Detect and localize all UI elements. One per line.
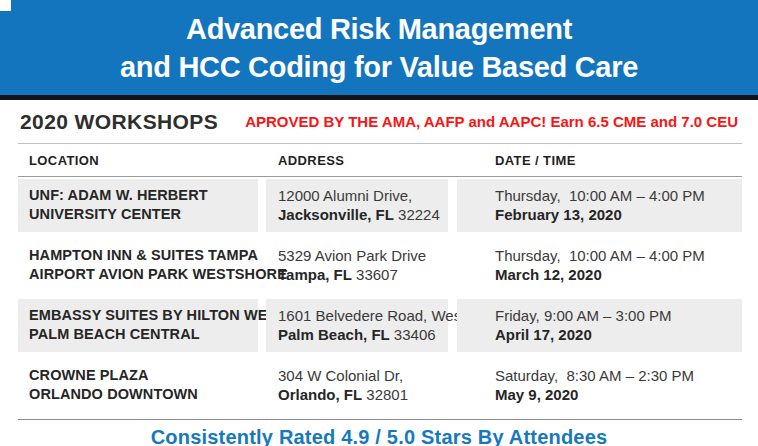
banner-title-line1: Advanced Risk Management [0, 10, 758, 48]
location-cell: EMBASSY SUITES BY HILTON WEST PALM BEACH… [18, 299, 258, 352]
datetime-line2: February 13, 2020 [495, 205, 742, 224]
datetime-cell: Thursday, 10:00 AM – 4:00 PM March 12, 2… [457, 239, 742, 292]
table-header-row: LOCATION ADDRESS DATE / TIME [18, 143, 742, 177]
address-zip: 33607 [352, 266, 398, 283]
column-header-address: ADDRESS [266, 153, 448, 168]
approval-note: APROVED BY THE AMA, AAFP and AAPC! Earn … [245, 113, 738, 130]
address-line1: 304 W Colonial Dr, [278, 366, 448, 385]
banner-title-line2: and HCC Coding for Value Based Care [0, 48, 758, 86]
address-line1: 12000 Alumni Drive, [278, 186, 448, 205]
address-cell: 5329 Avion Park Drive Tampa, FL 33607 [266, 239, 448, 292]
address-cell: 12000 Alumni Drive, Jacksonville, FL 322… [266, 179, 448, 232]
workshops-year-label: 2020 WORKSHOPS [20, 110, 218, 134]
column-header-datetime: DATE / TIME [457, 153, 742, 168]
address-zip: 33406 [390, 326, 436, 343]
table-row: UNF: ADAM W. HERBERT UNIVERSITY CENTER 1… [18, 179, 742, 232]
address-line2: Tampa, FL 33607 [278, 265, 448, 284]
location-line1: HAMPTON INN & SUITES TAMPA [29, 246, 258, 265]
location-cell: HAMPTON INN & SUITES TAMPA AIRPORT AVION… [18, 239, 258, 292]
table-row: EMBASSY SUITES BY HILTON WEST PALM BEACH… [18, 299, 742, 352]
table-row: CROWNE PLAZA ORLANDO DOWNTOWN 304 W Colo… [18, 359, 742, 412]
location-line2: ORLANDO DOWNTOWN [29, 385, 258, 404]
table-row: HAMPTON INN & SUITES TAMPA AIRPORT AVION… [18, 239, 742, 292]
banner: Advanced Risk Management and HCC Coding … [0, 0, 758, 95]
datetime-line2: May 9, 2020 [495, 385, 742, 404]
location-line2: AIRPORT AVION PARK WESTSHORE [29, 265, 258, 284]
workshops-table: LOCATION ADDRESS DATE / TIME UNF: ADAM W… [18, 143, 742, 412]
address-city: Jacksonville, FL [278, 206, 394, 223]
datetime-cell: Thursday, 10:00 AM – 4:00 PM February 13… [457, 179, 742, 232]
datetime-line1: Saturday, 8:30 AM – 2:30 PM [495, 366, 742, 385]
address-line2: Palm Beach, FL 33406 [278, 325, 448, 344]
location-line1: UNF: ADAM W. HERBERT [29, 186, 258, 205]
address-cell: 304 W Colonial Dr, Orlando, FL 32801 [266, 359, 448, 412]
location-line2: PALM BEACH CENTRAL [29, 325, 258, 344]
datetime-line1: Thursday, 10:00 AM – 4:00 PM [495, 246, 742, 265]
table-body: UNF: ADAM W. HERBERT UNIVERSITY CENTER 1… [18, 179, 742, 412]
address-cell: 1601 Belvedere Road, West Palm Beach, FL… [266, 299, 448, 352]
address-line2: Orlando, FL 32801 [278, 385, 448, 404]
datetime-line2: April 17, 2020 [495, 325, 742, 344]
datetime-line2: March 12, 2020 [495, 265, 742, 284]
address-zip: 32801 [362, 386, 408, 403]
datetime-line1: Friday, 9:00 AM – 3:00 PM [495, 306, 742, 325]
location-cell: UNF: ADAM W. HERBERT UNIVERSITY CENTER [18, 179, 258, 232]
datetime-cell: Saturday, 8:30 AM – 2:30 PM May 9, 2020 [457, 359, 742, 412]
workshop-flyer: Advanced Risk Management and HCC Coding … [0, 0, 758, 446]
location-line2: UNIVERSITY CENTER [29, 205, 258, 224]
address-city: Tampa, FL [278, 266, 352, 283]
location-line1: CROWNE PLAZA [29, 366, 258, 385]
column-header-location: LOCATION [18, 153, 258, 168]
address-line1: 1601 Belvedere Road, West [278, 306, 448, 325]
address-zip: 32224 [394, 206, 440, 223]
datetime-line1: Thursday, 10:00 AM – 4:00 PM [495, 186, 742, 205]
address-city: Orlando, FL [278, 386, 362, 403]
location-line1: EMBASSY SUITES BY HILTON WEST [29, 306, 258, 325]
subheader: 2020 WORKSHOPS APROVED BY THE AMA, AAFP … [0, 100, 758, 143]
address-line1: 5329 Avion Park Drive [278, 246, 448, 265]
banner-corner-notch [0, 0, 11, 11]
rating-footer: Consistently Rated 4.9 / 5.0 Stars By At… [0, 420, 758, 446]
address-line2: Jacksonville, FL 32224 [278, 205, 448, 224]
datetime-cell: Friday, 9:00 AM – 3:00 PM April 17, 2020 [457, 299, 742, 352]
location-cell: CROWNE PLAZA ORLANDO DOWNTOWN [18, 359, 258, 412]
address-city: Palm Beach, FL [278, 326, 390, 343]
